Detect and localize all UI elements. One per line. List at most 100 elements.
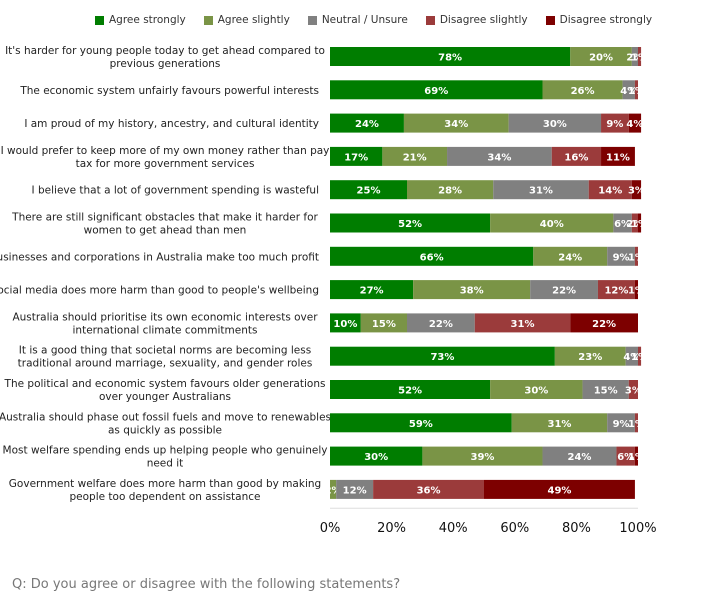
bar-segment-disagree-slightly — [616, 446, 635, 466]
row-label: The economic system unfairly favours pow… — [19, 85, 319, 97]
row-label: over younger Australians — [99, 391, 231, 403]
data-label: 24% — [568, 452, 592, 463]
legend-swatch — [307, 15, 317, 25]
data-label: 78% — [438, 53, 462, 64]
legend-item-neutral: Neutral / Unsure — [307, 14, 408, 26]
row-label: people too dependent on assistance — [70, 491, 261, 503]
bar-segment-agree-strongly — [330, 146, 383, 166]
bar-segment-agree-strongly — [330, 346, 555, 366]
data-label: 49% — [547, 485, 571, 496]
legend-label: Agree strongly — [109, 14, 186, 26]
bar-segment-agree-slightly — [511, 413, 608, 433]
data-label: 10% — [333, 319, 357, 330]
bar-segment-neutral-unsure — [447, 146, 552, 166]
data-label: 1% — [628, 452, 645, 463]
data-label: 30% — [364, 452, 388, 463]
data-label: 1% — [631, 219, 648, 230]
bar-segment-neutral-unsure — [508, 113, 602, 133]
legend-swatch — [95, 15, 104, 25]
bar-segment-disagree-strongly — [570, 313, 638, 333]
bar-segment-disagree-slightly — [634, 413, 638, 433]
data-label: 2% — [626, 219, 643, 230]
legend-item-disagree-slightly: Disagree slightly — [425, 14, 528, 26]
bar-segment-agree-slightly — [533, 246, 608, 266]
data-label: 2% — [626, 53, 643, 64]
bar-segment-neutral-unsure — [542, 446, 617, 466]
row-label: international climate commitments — [73, 324, 258, 336]
data-label: 26% — [571, 86, 595, 97]
bar-segment-disagree-slightly — [634, 246, 638, 266]
data-label: 22% — [429, 319, 453, 330]
row-label: I am proud of my history, ancestry, and … — [24, 118, 319, 130]
data-label: 66% — [420, 252, 444, 263]
legend-label: Disagree strongly — [559, 14, 653, 26]
legend-label: Agree slightly — [217, 14, 290, 26]
bar-segment-agree-slightly — [382, 146, 448, 166]
legend-item-agree-strongly: Agree strongly — [95, 14, 186, 26]
bar-segment-disagree-slightly — [638, 346, 642, 366]
bar-segment-agree-slightly — [403, 113, 509, 133]
bar-segment-neutral-unsure — [625, 346, 638, 366]
data-label: 24% — [355, 119, 379, 130]
data-label: 3% — [628, 186, 645, 197]
data-label: 23% — [578, 352, 602, 363]
data-label: 1% — [628, 252, 645, 263]
data-label: 31% — [547, 419, 571, 430]
bar-segment-agree-slightly — [570, 47, 632, 66]
data-label: 69% — [424, 86, 448, 97]
data-label: 73% — [430, 352, 454, 363]
bar-segment-disagree-slightly — [628, 380, 638, 399]
data-label: 20% — [589, 53, 613, 64]
data-label: 12% — [604, 286, 628, 297]
bar-segment-disagree-slightly — [631, 213, 638, 233]
row-label: previous generations — [110, 58, 221, 70]
row-label: Businesses and corporations in Australia… — [0, 251, 319, 263]
data-label: 3% — [625, 386, 642, 397]
bar-segment-neutral-unsure — [582, 380, 629, 399]
bar-segment-neutral-unsure — [613, 213, 632, 233]
data-label: 1% — [628, 86, 645, 97]
bar-segment-agree-strongly — [330, 380, 491, 399]
data-label: 9% — [606, 119, 623, 130]
data-label: 31% — [529, 186, 553, 197]
row-label: as quickly as possible — [108, 424, 222, 436]
x-tick-label: 100% — [619, 521, 656, 536]
bar-segment-agree-slightly — [422, 446, 543, 466]
row-label: Government welfare does more harm than g… — [9, 478, 321, 490]
x-tick-label: 0% — [320, 521, 341, 536]
x-tick-label: 40% — [439, 521, 468, 536]
data-label: 6% — [617, 452, 634, 463]
data-label: 52% — [398, 219, 422, 230]
row-label: It's harder for young people today to ge… — [5, 45, 325, 57]
data-label: 2% — [325, 485, 342, 496]
data-label: 15% — [594, 386, 618, 397]
bar-segment-agree-strongly — [330, 80, 543, 100]
bar-segment-agree-strongly — [330, 280, 414, 300]
row-label: Australia should phase out fossil fuels … — [0, 411, 331, 423]
data-label: 1% — [631, 53, 648, 64]
data-label: 30% — [524, 386, 548, 397]
data-label: 4% — [626, 119, 643, 130]
bar-segment-neutral-unsure — [407, 313, 475, 333]
bar-segment-agree-slightly — [490, 213, 614, 233]
bar-segment-neutral-unsure — [607, 246, 635, 266]
data-label: 39% — [470, 452, 494, 463]
data-label: 4% — [623, 352, 640, 363]
bar-segment-neutral-unsure — [607, 413, 635, 433]
bar-segment-agree-strongly — [330, 246, 534, 266]
data-label: 34% — [444, 119, 468, 130]
bar-segment-neutral-unsure — [530, 280, 598, 300]
x-tick-label: 20% — [377, 521, 406, 536]
chart-legend: Agree strongly Agree slightly Neutral / … — [95, 14, 652, 26]
bar-segment-disagree-slightly — [638, 47, 642, 66]
row-label: need it — [147, 458, 184, 470]
data-label: 15% — [372, 319, 396, 330]
bar-segment-disagree-slightly — [597, 280, 635, 300]
row-label: traditional around marriage, sexuality, … — [18, 358, 313, 370]
data-label: 36% — [417, 485, 441, 496]
data-label: 22% — [592, 319, 616, 330]
bar-segment-agree-strongly — [330, 47, 571, 66]
legend-swatch — [425, 15, 435, 25]
bar-segment-agree-slightly — [413, 280, 531, 300]
row-label: It is a good thing that societal norms a… — [19, 345, 311, 357]
